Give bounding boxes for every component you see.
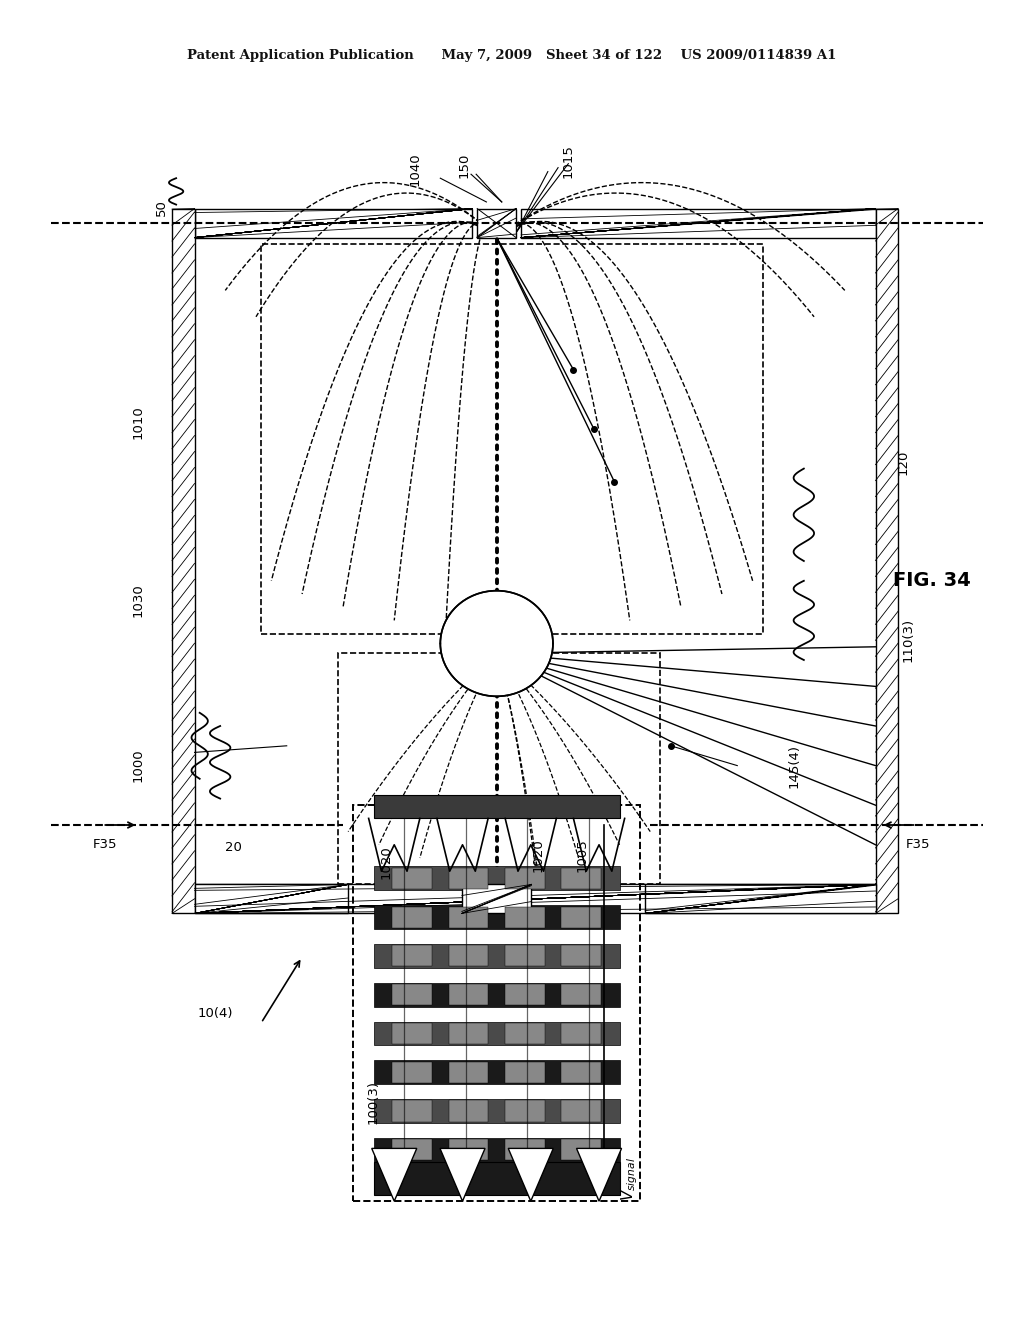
- Bar: [392, 1139, 432, 1160]
- Bar: [392, 1023, 432, 1044]
- Ellipse shape: [440, 591, 553, 697]
- Text: 145(4): 145(4): [787, 743, 800, 788]
- Text: 110(3): 110(3): [902, 618, 914, 663]
- Text: Patent Application Publication      May 7, 2009   Sheet 34 of 122    US 2009/011: Patent Application Publication May 7, 20…: [187, 49, 837, 62]
- Bar: [645, 884, 876, 913]
- Bar: [261, 244, 763, 634]
- Bar: [374, 866, 620, 890]
- Bar: [353, 805, 640, 1201]
- Bar: [505, 1101, 545, 1122]
- Bar: [449, 907, 488, 928]
- Bar: [505, 1139, 545, 1160]
- Bar: [561, 907, 601, 928]
- Text: 1005: 1005: [575, 838, 588, 873]
- Bar: [374, 1060, 620, 1084]
- Bar: [505, 867, 545, 888]
- Polygon shape: [508, 1148, 553, 1201]
- Bar: [561, 985, 601, 1006]
- Bar: [521, 209, 876, 238]
- Text: 1040: 1040: [409, 152, 421, 186]
- Bar: [392, 907, 432, 928]
- Bar: [392, 945, 432, 966]
- Bar: [392, 1101, 432, 1122]
- Text: 1015: 1015: [562, 144, 574, 178]
- Bar: [374, 1022, 620, 1045]
- Text: 50: 50: [156, 199, 168, 215]
- Bar: [374, 944, 620, 968]
- Bar: [449, 1139, 488, 1160]
- Text: 120: 120: [897, 449, 909, 475]
- Bar: [195, 209, 472, 238]
- Bar: [195, 884, 348, 913]
- Bar: [505, 1061, 545, 1082]
- Bar: [374, 982, 620, 1006]
- Bar: [392, 985, 432, 1006]
- Text: FIG. 34: FIG. 34: [893, 572, 971, 590]
- Bar: [374, 1138, 620, 1162]
- Bar: [477, 209, 516, 238]
- Bar: [374, 1162, 620, 1195]
- Bar: [449, 1101, 488, 1122]
- Bar: [505, 985, 545, 1006]
- Bar: [876, 209, 898, 913]
- Polygon shape: [440, 1148, 485, 1201]
- Bar: [505, 907, 545, 928]
- Bar: [505, 945, 545, 966]
- Bar: [462, 884, 531, 913]
- Text: 1030: 1030: [132, 583, 144, 618]
- Bar: [505, 1023, 545, 1044]
- Bar: [172, 209, 195, 913]
- Text: 1000: 1000: [132, 748, 144, 783]
- Bar: [449, 1061, 488, 1082]
- Bar: [561, 1101, 601, 1122]
- Text: 100(3): 100(3): [367, 1080, 379, 1125]
- Bar: [392, 1061, 432, 1082]
- Text: 10(4): 10(4): [198, 1007, 232, 1020]
- Bar: [561, 1023, 601, 1044]
- Text: $V_{signal}$: $V_{signal}$: [620, 1156, 640, 1201]
- Bar: [449, 867, 488, 888]
- Bar: [392, 867, 432, 888]
- Text: F35: F35: [905, 838, 930, 851]
- Text: 150: 150: [458, 152, 470, 178]
- Bar: [561, 1061, 601, 1082]
- Bar: [195, 884, 876, 913]
- Text: 1020: 1020: [380, 845, 392, 879]
- Bar: [561, 945, 601, 966]
- Text: 1010: 1010: [132, 405, 144, 440]
- Bar: [449, 945, 488, 966]
- Bar: [374, 906, 620, 929]
- Text: F35: F35: [93, 838, 118, 851]
- Bar: [561, 1139, 601, 1160]
- Bar: [449, 985, 488, 1006]
- Bar: [338, 653, 660, 884]
- Text: 20: 20: [225, 841, 242, 854]
- Bar: [374, 795, 620, 818]
- Text: 1020: 1020: [531, 838, 544, 873]
- Polygon shape: [372, 1148, 417, 1201]
- Bar: [561, 867, 601, 888]
- Polygon shape: [577, 1148, 622, 1201]
- Bar: [374, 1100, 620, 1123]
- Bar: [449, 1023, 488, 1044]
